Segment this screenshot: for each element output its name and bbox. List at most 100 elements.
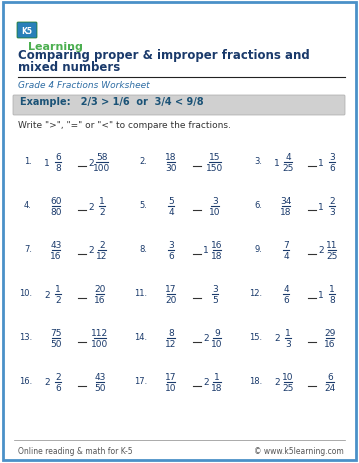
- Text: 6: 6: [55, 383, 61, 392]
- Text: Grade 4 Fractions Worksheet: Grade 4 Fractions Worksheet: [18, 81, 150, 90]
- Text: 100: 100: [93, 163, 111, 173]
- Text: 58: 58: [96, 153, 108, 162]
- Text: 2: 2: [55, 295, 61, 304]
- Text: 17: 17: [165, 284, 177, 294]
- Text: 1: 1: [318, 158, 324, 167]
- Text: 112: 112: [92, 328, 108, 337]
- Text: 8.: 8.: [139, 245, 147, 254]
- Text: 2: 2: [44, 290, 50, 299]
- Text: 6: 6: [55, 153, 61, 162]
- Text: 8: 8: [55, 163, 61, 173]
- Text: 16: 16: [94, 295, 106, 304]
- Text: 24: 24: [325, 383, 336, 392]
- Text: 9.: 9.: [254, 245, 262, 254]
- Text: 25: 25: [282, 163, 294, 173]
- Text: 50: 50: [94, 383, 106, 392]
- Text: 10: 10: [165, 383, 177, 392]
- Text: 18: 18: [211, 251, 223, 260]
- Text: Learning: Learning: [28, 42, 83, 52]
- Text: 3: 3: [212, 284, 218, 294]
- Text: 2: 2: [203, 378, 209, 387]
- Text: 2: 2: [318, 246, 324, 255]
- Text: 15.: 15.: [249, 333, 262, 342]
- Text: 2: 2: [88, 158, 94, 167]
- Text: 4: 4: [168, 207, 174, 217]
- FancyBboxPatch shape: [17, 23, 37, 39]
- Text: 10: 10: [209, 207, 221, 217]
- Text: Comparing proper & improper fractions and: Comparing proper & improper fractions an…: [18, 49, 310, 62]
- Text: 3: 3: [168, 240, 174, 250]
- Text: 9: 9: [214, 328, 220, 337]
- Text: 16: 16: [211, 240, 223, 250]
- Text: 2: 2: [88, 246, 94, 255]
- Text: 11: 11: [326, 240, 338, 250]
- Text: 3.: 3.: [254, 157, 262, 166]
- Text: 10.: 10.: [19, 289, 32, 298]
- Text: 8: 8: [329, 295, 335, 304]
- Text: 2: 2: [55, 372, 61, 381]
- Text: 13.: 13.: [19, 333, 32, 342]
- Text: 12: 12: [165, 339, 177, 348]
- Text: 43: 43: [50, 240, 62, 250]
- Text: 12.: 12.: [249, 289, 262, 298]
- Text: 2: 2: [329, 197, 335, 206]
- Text: © www.k5learning.com: © www.k5learning.com: [254, 446, 344, 456]
- Text: K5: K5: [22, 26, 33, 36]
- Text: 17.: 17.: [134, 377, 147, 386]
- Text: 10: 10: [211, 339, 223, 348]
- Text: 2: 2: [274, 334, 280, 343]
- Text: 5: 5: [212, 295, 218, 304]
- Text: 1: 1: [99, 197, 105, 206]
- Text: Write ">", "=" or "<" to compare the fractions.: Write ">", "=" or "<" to compare the fra…: [18, 121, 231, 130]
- Text: 1: 1: [318, 290, 324, 299]
- Text: 4: 4: [285, 153, 291, 162]
- Text: 4: 4: [283, 284, 289, 294]
- Text: 17: 17: [165, 372, 177, 381]
- Text: 6: 6: [329, 163, 335, 173]
- Text: 2: 2: [44, 378, 50, 387]
- Text: 6: 6: [327, 372, 333, 381]
- Text: 75: 75: [50, 328, 62, 337]
- Text: 16: 16: [50, 251, 62, 260]
- Text: 2: 2: [99, 240, 105, 250]
- Text: 2: 2: [203, 334, 209, 343]
- Text: 1: 1: [274, 158, 280, 167]
- Text: 14.: 14.: [134, 333, 147, 342]
- Text: 150: 150: [206, 163, 224, 173]
- Text: 1: 1: [318, 202, 324, 211]
- Text: 1: 1: [44, 158, 50, 167]
- Text: 15: 15: [209, 153, 221, 162]
- Text: mixed numbers: mixed numbers: [18, 61, 120, 74]
- Text: 3: 3: [329, 153, 335, 162]
- Text: 10: 10: [282, 372, 294, 381]
- Text: 20: 20: [94, 284, 106, 294]
- Text: Example:   2/3 > 1/6  or  3/4 < 9/8: Example: 2/3 > 1/6 or 3/4 < 9/8: [20, 97, 204, 107]
- Text: 2: 2: [88, 202, 94, 211]
- Text: 1.: 1.: [24, 157, 32, 166]
- Text: 25: 25: [282, 383, 294, 392]
- Text: 4: 4: [283, 251, 289, 260]
- Text: 12: 12: [96, 251, 108, 260]
- Text: 1: 1: [55, 284, 61, 294]
- Text: 8: 8: [168, 328, 174, 337]
- Text: 6: 6: [168, 251, 174, 260]
- Text: 18: 18: [280, 207, 292, 217]
- Text: 100: 100: [92, 339, 109, 348]
- Text: 5: 5: [168, 197, 174, 206]
- Text: 20: 20: [165, 295, 177, 304]
- Text: 16.: 16.: [19, 377, 32, 386]
- Text: 7: 7: [283, 240, 289, 250]
- Text: 80: 80: [50, 207, 62, 217]
- Text: 60: 60: [50, 197, 62, 206]
- Text: 50: 50: [50, 339, 62, 348]
- Text: 5.: 5.: [139, 201, 147, 210]
- Text: 3: 3: [329, 207, 335, 217]
- FancyBboxPatch shape: [13, 96, 345, 116]
- Text: 2: 2: [99, 207, 105, 217]
- Text: 3: 3: [285, 339, 291, 348]
- Text: 16: 16: [324, 339, 336, 348]
- Text: 11.: 11.: [134, 289, 147, 298]
- Text: Online reading & math for K-5: Online reading & math for K-5: [18, 446, 132, 456]
- Text: 1: 1: [329, 284, 335, 294]
- Text: 1: 1: [214, 372, 220, 381]
